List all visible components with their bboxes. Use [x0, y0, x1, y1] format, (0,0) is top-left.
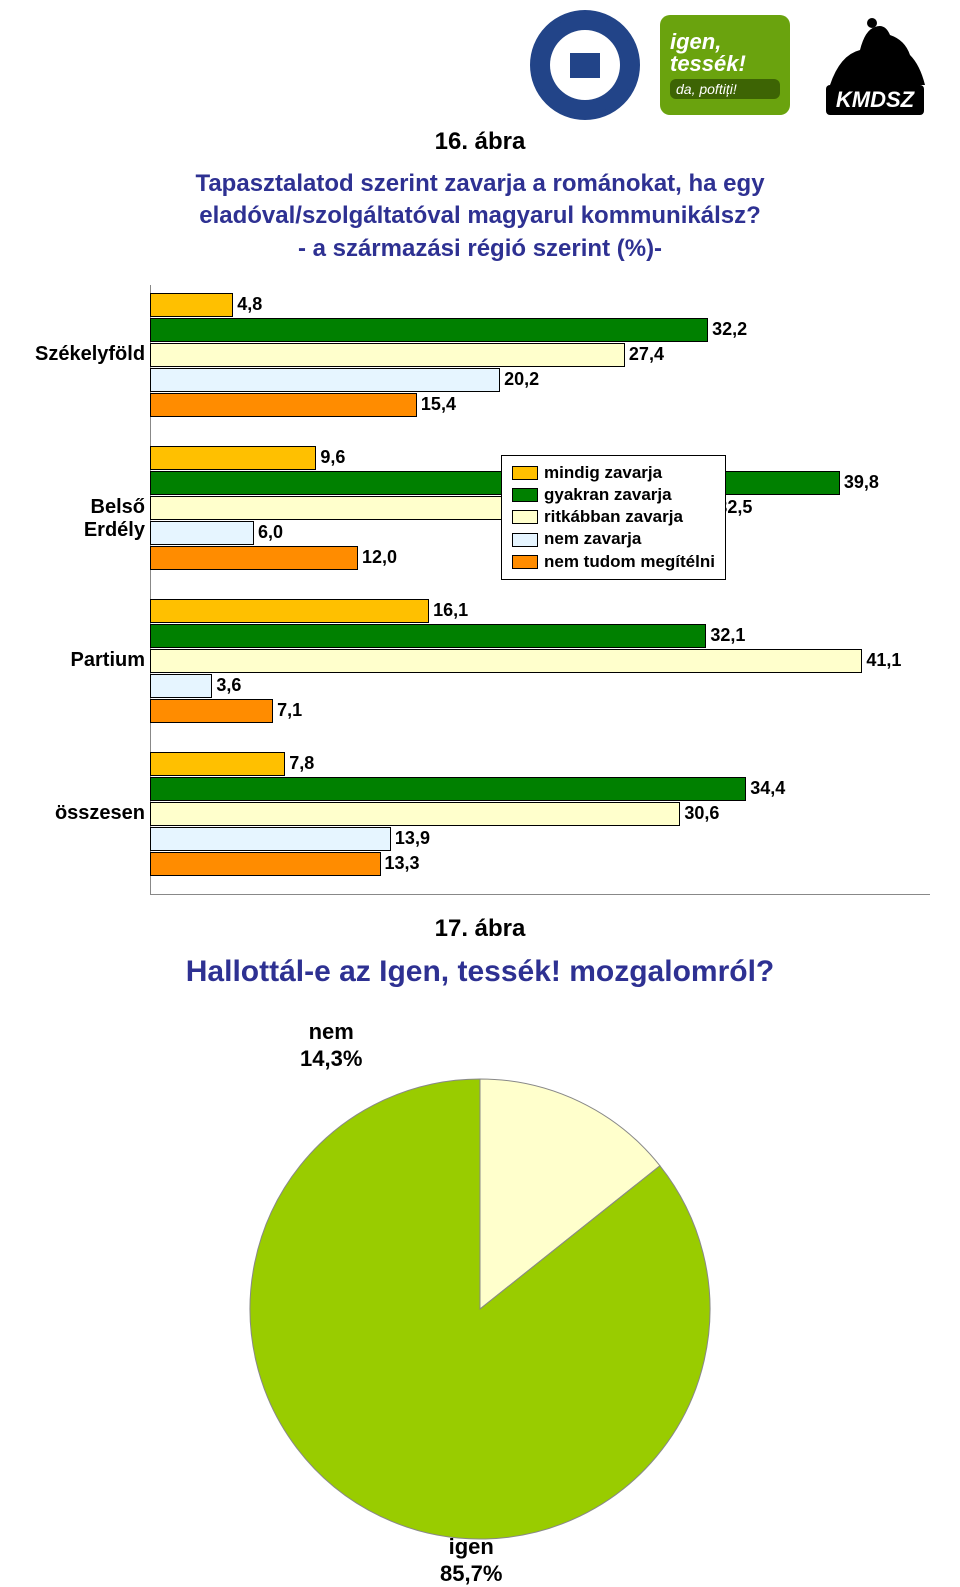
category-label: Partium: [35, 649, 145, 672]
category-label: Székelyföld: [35, 343, 145, 366]
bar: [150, 318, 708, 342]
pie-chart-title: Hallottál-e az Igen, tessék! mozgalomról…: [60, 955, 900, 989]
bar-value-label: 20,2: [504, 369, 539, 390]
category-label: Belső Erdély: [35, 496, 145, 542]
bar-value-label: 12,0: [362, 547, 397, 568]
category-label: összesen: [35, 802, 145, 825]
bar-value-label: 6,0: [258, 522, 283, 543]
bar-value-label: 15,4: [421, 394, 456, 415]
bar-value-label: 9,6: [320, 447, 345, 468]
bar: [150, 777, 746, 801]
bar-value-label: 3,6: [216, 675, 241, 696]
bar-value-label: 16,1: [433, 600, 468, 621]
bar-chart-title: Tapasztalatod szerint zavarja a románoka…: [60, 168, 900, 265]
bar-value-label: 32,2: [712, 319, 747, 340]
bar-value-label: 7,8: [289, 753, 314, 774]
kmdsz-logo: KMDSZ: [810, 15, 940, 115]
bar: [150, 471, 840, 495]
bar: [150, 546, 358, 570]
bar: [150, 699, 273, 723]
bar: [150, 393, 417, 417]
legend-swatch: [512, 466, 538, 480]
bar: [150, 827, 391, 851]
bar: [150, 624, 706, 648]
bar-value-label: 27,4: [629, 344, 664, 365]
bar: [150, 343, 625, 367]
bar-chart: mindig zavarjagyakran zavarjaritkábban z…: [30, 285, 930, 895]
figure-17-label: 17. ábra: [0, 915, 960, 943]
legend-label: nem zavarja: [544, 528, 641, 550]
bar-chart-title-l3: - a származási régió szerint (%)-: [60, 233, 900, 265]
bar: [150, 521, 254, 545]
page-root: igen, tessék! da, poftiți! KMDSZ 16. ábr…: [0, 0, 960, 1569]
bar-value-label: 4,8: [237, 294, 262, 315]
bar-value-label: 7,1: [277, 700, 302, 721]
igen-tessek-line1: igen,: [670, 31, 780, 53]
bar: [150, 674, 212, 698]
bar-value-label: 32,1: [710, 625, 745, 646]
university-seal-logo: [530, 10, 640, 120]
bar: [150, 368, 500, 392]
legend-swatch: [512, 510, 538, 524]
kmdsz-label: KMDSZ: [826, 85, 924, 115]
legend-label: nem tudom megítélni: [544, 551, 715, 573]
legend-item: mindig zavarja: [512, 462, 715, 484]
bar-chart-title-l2: eladóval/szolgáltatóval magyarul kommuni…: [60, 200, 900, 232]
bar-value-label: 30,6: [684, 803, 719, 824]
bar: [150, 293, 233, 317]
legend-swatch: [512, 488, 538, 502]
bar-value-label: 41,1: [866, 650, 901, 671]
igen-tessek-sub: da, poftiți!: [670, 79, 780, 99]
igen-tessek-line2: tessék!: [670, 53, 780, 75]
bar-chart-legend: mindig zavarjagyakran zavarjaritkábban z…: [501, 455, 726, 579]
bar: [150, 446, 316, 470]
header-logos: igen, tessék! da, poftiți! KMDSZ: [0, 0, 960, 120]
bar: [150, 752, 285, 776]
legend-label: mindig zavarja: [544, 462, 662, 484]
legend-label: ritkábban zavarja: [544, 506, 683, 528]
bar-value-label: 13,3: [385, 853, 420, 874]
pie-label-igen: igen85,7%: [440, 1534, 502, 1587]
igen-tessek-logo: igen, tessék! da, poftiți!: [660, 15, 790, 115]
pie-chart: nem14,3% igen85,7%: [0, 1009, 960, 1569]
pie-label-nem: nem14,3%: [300, 1019, 362, 1072]
legend-swatch: [512, 533, 538, 547]
legend-item: nem zavarja: [512, 528, 715, 550]
legend-item: ritkábban zavarja: [512, 506, 715, 528]
pie-chart-svg: [240, 1069, 720, 1549]
legend-item: gyakran zavarja: [512, 484, 715, 506]
bar-chart-title-l1: Tapasztalatod szerint zavarja a románoka…: [195, 170, 764, 197]
bar-value-label: 39,8: [844, 472, 879, 493]
bar-value-label: 34,4: [750, 778, 785, 799]
bar: [150, 649, 862, 673]
bar: [150, 802, 680, 826]
legend-item: nem tudom megítélni: [512, 551, 715, 573]
bar-value-label: 13,9: [395, 828, 430, 849]
bar: [150, 852, 381, 876]
legend-label: gyakran zavarja: [544, 484, 672, 506]
bar: [150, 599, 429, 623]
legend-swatch: [512, 555, 538, 569]
figure-16-label: 16. ábra: [0, 128, 960, 156]
